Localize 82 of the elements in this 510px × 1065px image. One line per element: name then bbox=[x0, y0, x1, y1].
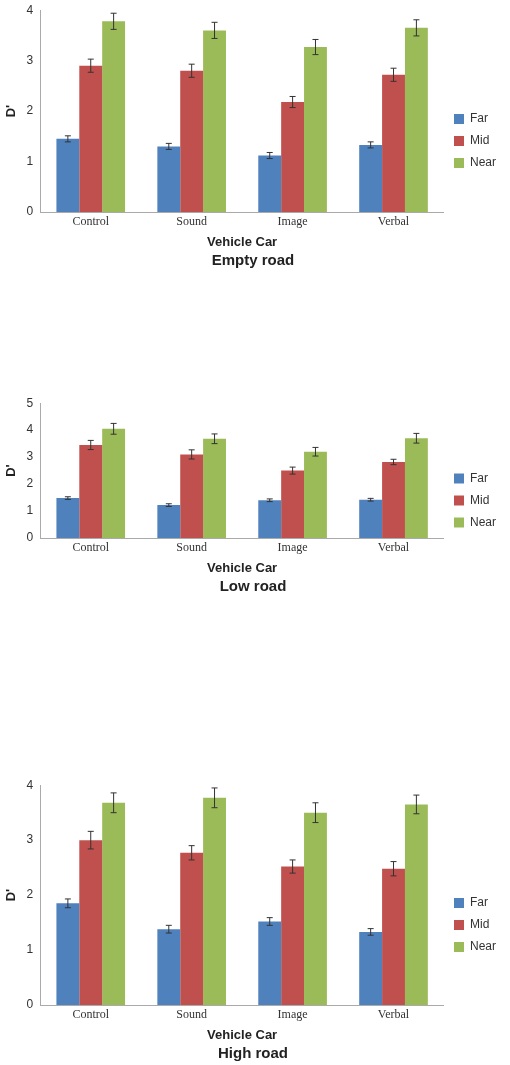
bar bbox=[102, 21, 126, 212]
bar bbox=[281, 866, 305, 1005]
y-tick-label: 2 bbox=[26, 103, 34, 118]
y-tick-label: 3 bbox=[26, 832, 34, 847]
bar bbox=[157, 929, 181, 1005]
legend-label: Mid bbox=[469, 133, 490, 148]
y-tick-label: 1 bbox=[26, 942, 34, 957]
bar bbox=[304, 451, 327, 538]
y-axis-title: D' bbox=[3, 104, 19, 118]
y-tick-label: 4 bbox=[26, 422, 34, 437]
legend-label: Near bbox=[469, 939, 497, 954]
bar bbox=[304, 47, 327, 212]
x-tick-label: Control bbox=[72, 540, 110, 555]
bar bbox=[404, 27, 428, 212]
x-tick-label: Verbal bbox=[377, 540, 410, 555]
x-axis-title: Vehicle Car bbox=[207, 1026, 278, 1042]
x-tick-label: Sound bbox=[176, 214, 208, 229]
bar bbox=[56, 498, 80, 538]
y-tick-label: 2 bbox=[26, 887, 34, 902]
bar bbox=[203, 30, 226, 212]
bar bbox=[258, 500, 282, 538]
y-tick-label: 1 bbox=[26, 503, 34, 518]
legend-label: Near bbox=[469, 514, 497, 529]
legend-label: Far bbox=[469, 111, 488, 126]
y-tick-label: 4 bbox=[26, 777, 34, 792]
y-axis-title: D' bbox=[3, 464, 19, 477]
x-tick-label: Control bbox=[72, 214, 110, 229]
legend-label: Mid bbox=[469, 917, 490, 932]
bar bbox=[102, 802, 126, 1005]
x-axis-title: Vehicle Car bbox=[207, 559, 278, 575]
x-tick-label: Verbal bbox=[377, 1007, 410, 1022]
text: High road bbox=[218, 1044, 288, 1062]
text: Empty road bbox=[211, 251, 295, 269]
bar bbox=[157, 505, 181, 538]
bar bbox=[180, 70, 204, 212]
bar bbox=[382, 74, 405, 212]
bar bbox=[258, 155, 282, 212]
y-tick-label: 1 bbox=[26, 153, 34, 168]
bar bbox=[79, 444, 103, 538]
bar bbox=[304, 812, 327, 1005]
bar bbox=[404, 438, 428, 538]
bar bbox=[79, 65, 103, 212]
y-tick-label: 3 bbox=[26, 449, 34, 464]
y-tick-label: 0 bbox=[26, 204, 34, 219]
bar bbox=[79, 840, 103, 1005]
legend-label: Near bbox=[469, 155, 497, 170]
legend-label: Mid bbox=[469, 492, 490, 507]
x-tick-label: Control bbox=[72, 1007, 110, 1022]
y-tick-label: 0 bbox=[26, 530, 34, 545]
legend-label: Far bbox=[469, 470, 488, 485]
bar bbox=[203, 797, 226, 1005]
x-tick-label: Verbal bbox=[377, 214, 410, 229]
bar bbox=[180, 852, 204, 1005]
bar bbox=[281, 102, 305, 212]
legend-label: Far bbox=[469, 895, 488, 910]
bar bbox=[359, 144, 383, 212]
y-tick-label: 0 bbox=[26, 997, 34, 1012]
bar bbox=[382, 868, 405, 1005]
y-tick-label: 2 bbox=[26, 476, 34, 491]
bar bbox=[180, 454, 204, 538]
text: Low road bbox=[219, 577, 287, 595]
bar bbox=[102, 428, 126, 538]
bar bbox=[56, 903, 80, 1005]
y-tick-label: 5 bbox=[26, 395, 34, 410]
bar bbox=[258, 921, 282, 1005]
bar bbox=[281, 470, 305, 538]
bar bbox=[157, 146, 181, 212]
bar bbox=[203, 438, 226, 538]
x-tick-label: Image bbox=[277, 1007, 308, 1022]
y-axis-title: D' bbox=[3, 888, 19, 902]
bar bbox=[382, 461, 405, 538]
x-axis-title: Vehicle Car bbox=[207, 233, 278, 249]
bar bbox=[404, 804, 428, 1005]
x-tick-label: Image bbox=[277, 214, 308, 229]
x-tick-label: Image bbox=[277, 540, 308, 555]
x-tick-label: Sound bbox=[176, 1007, 208, 1022]
x-tick-label: Sound bbox=[176, 540, 208, 555]
bar bbox=[359, 931, 383, 1005]
y-tick-label: 4 bbox=[26, 2, 34, 17]
bar bbox=[359, 499, 383, 538]
y-tick-label: 3 bbox=[26, 52, 34, 67]
bar bbox=[56, 138, 80, 212]
